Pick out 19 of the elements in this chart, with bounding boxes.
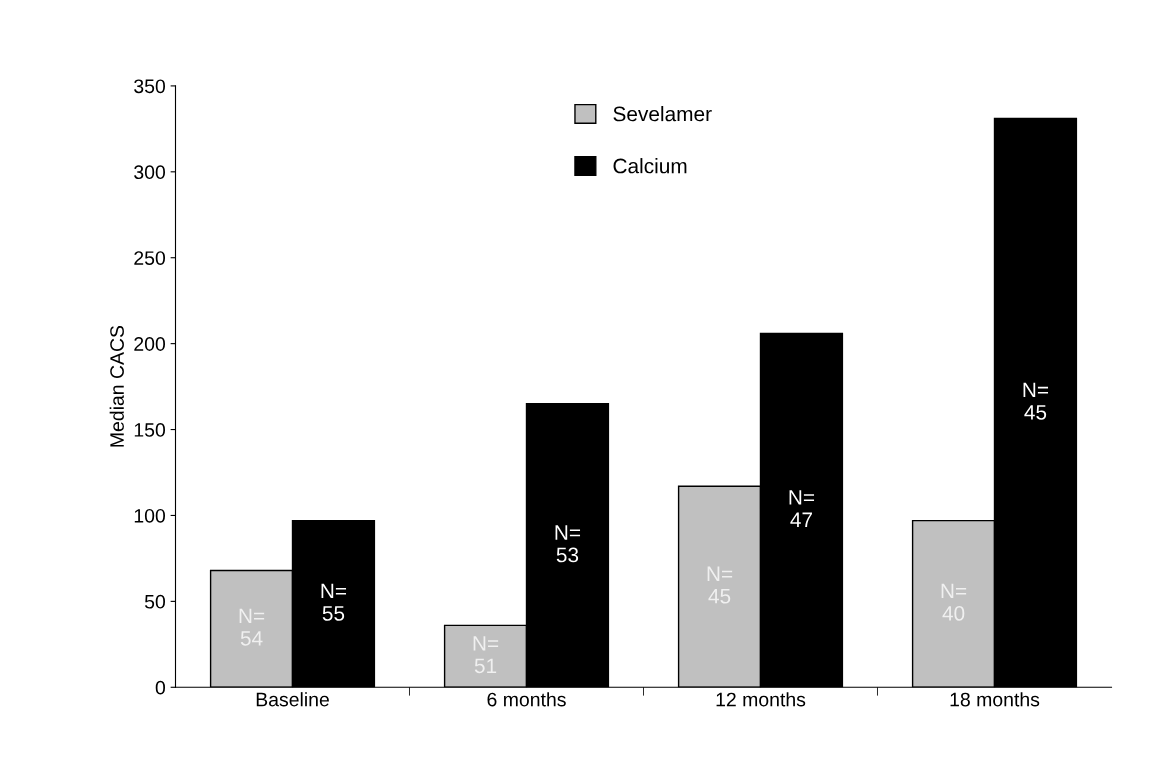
y-tick-label: 150 bbox=[134, 423, 166, 437]
y-tick-label: 50 bbox=[144, 594, 166, 609]
y-tick-label: 100 bbox=[134, 508, 166, 523]
y-tick-label: 350 bbox=[134, 79, 166, 94]
annotation: N= 55 bbox=[321, 583, 347, 621]
annotation: N= 45 bbox=[1023, 382, 1049, 420]
y-tick-label: 250 bbox=[134, 251, 166, 265]
x-tick-label: Baseline bbox=[256, 692, 329, 707]
annotation: N= 53 bbox=[555, 525, 581, 563]
x-tick-label: 12 months bbox=[716, 692, 806, 707]
y-tick-label: 0 bbox=[155, 680, 166, 695]
legend-label: Calcium bbox=[613, 158, 687, 174]
y-axis-title: Median CACS bbox=[109, 325, 124, 447]
y-tick-label: 200 bbox=[134, 337, 166, 351]
annotation: N= 47 bbox=[789, 490, 815, 527]
x-tick-label: 18 months bbox=[950, 692, 1040, 707]
y-tick-label: 300 bbox=[134, 165, 166, 180]
x-tick-label: 6 months bbox=[487, 692, 566, 707]
legend-label: Sevelamer bbox=[613, 106, 712, 122]
